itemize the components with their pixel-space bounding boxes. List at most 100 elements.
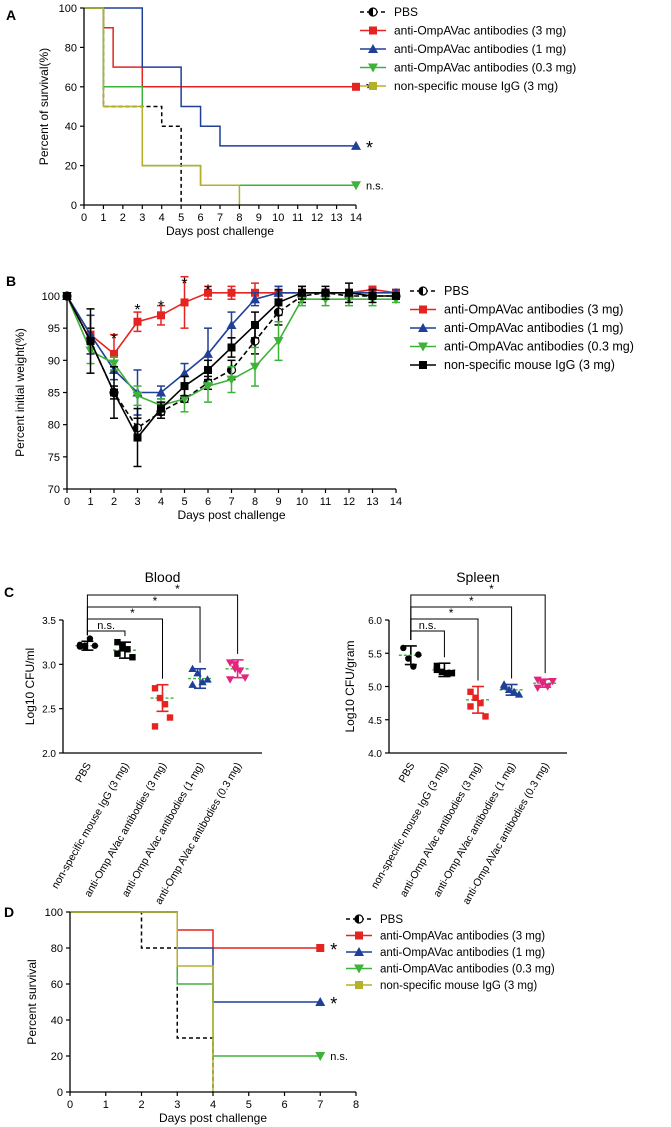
x-tick-label: 12 <box>311 212 323 224</box>
legend-label: anti-OmpAVac antibodies (0.3 mg) <box>444 340 634 354</box>
legend-marker <box>355 931 363 940</box>
legend-marker <box>418 342 428 352</box>
data-point <box>114 650 121 657</box>
weight-point <box>109 359 119 369</box>
x-tick-label: 6 <box>281 1099 287 1111</box>
legend-marker <box>354 947 364 956</box>
legend-label: PBS <box>380 914 403 926</box>
weight-point <box>204 288 212 297</box>
weight-point <box>204 365 212 374</box>
x-tick-label: 0 <box>67 1099 73 1111</box>
weight-point <box>180 382 189 391</box>
data-point <box>438 668 446 676</box>
panel-label: D <box>4 904 14 920</box>
legend-marker <box>419 361 427 369</box>
panel-label: B <box>6 273 16 289</box>
y-axis-title: Percent survival <box>25 959 39 1044</box>
x-tick-label: 9 <box>256 212 262 224</box>
legend-label: non-specific mouse IgG (3 mg) <box>394 79 558 93</box>
marker-circle-half-fill <box>251 337 255 346</box>
y-tick-label: 5.5 <box>368 649 382 660</box>
y-tick-label: 4.0 <box>368 749 382 760</box>
y-tick-label: 40 <box>65 121 77 133</box>
significance-star: * <box>205 283 211 300</box>
data-point <box>433 662 441 670</box>
significance-label: * <box>130 606 135 620</box>
weight-point <box>250 294 260 304</box>
weight-point <box>110 349 118 358</box>
legend-label: anti-OmpAVac antibodies (0.3 mg) <box>380 964 555 976</box>
x-tick-label: 5 <box>246 1099 252 1111</box>
significance-label: * <box>366 138 373 158</box>
survival-line <box>84 7 356 147</box>
weight-point <box>226 319 237 329</box>
y-tick-label: 0 <box>71 200 77 212</box>
x-tick-label: 3 <box>139 212 145 224</box>
significance-label: * <box>469 594 474 608</box>
data-point <box>499 680 509 688</box>
x-tick-label: 0 <box>64 496 70 508</box>
legend-marker <box>419 305 427 314</box>
panel-D: D * * n.s. 0 20 40 60 80 100 0 1 2 3 4 5 6 7 8 Days post ch… <box>4 904 555 1125</box>
significance-bracket <box>410 618 479 681</box>
data-point <box>240 674 250 682</box>
y-tick-label: 3.0 <box>42 660 56 671</box>
data-point <box>533 676 542 685</box>
legend-label: anti-OmpAVac antibodies (3 mg) <box>444 303 623 317</box>
survival-end-marker <box>315 997 326 1006</box>
legend-marker <box>368 63 378 73</box>
significance-label: * <box>330 940 337 960</box>
data-point <box>129 654 136 661</box>
data-point <box>119 645 126 652</box>
significance-label: * <box>330 994 337 1014</box>
significance-label: n.s. <box>97 620 115 632</box>
survival-line <box>70 911 321 1057</box>
data-point <box>533 684 542 693</box>
survival-end-marker <box>316 944 325 952</box>
weight-point <box>368 292 377 300</box>
data-point <box>433 666 441 674</box>
x-tick-label: 3 <box>174 1099 180 1111</box>
legend-label: anti-OmpAVac antibodies (3 mg) <box>380 931 545 943</box>
legend-label: non-specific mouse IgG (3 mg) <box>444 358 615 372</box>
marker-circle-half-fill <box>369 8 373 16</box>
x-tick-label: 1 <box>103 1099 109 1111</box>
survival-line <box>84 7 241 205</box>
y-tick-label: 6.0 <box>368 616 382 627</box>
weight-point <box>86 337 95 346</box>
y-tick-label: 80 <box>65 42 77 54</box>
data-point <box>443 670 451 677</box>
data-point <box>156 694 164 702</box>
data-point <box>230 661 240 669</box>
weight-point <box>273 337 284 347</box>
y-tick-label: 100 <box>42 291 60 303</box>
data-point <box>467 703 474 710</box>
x-tick-label: 1 <box>100 212 106 224</box>
legend-marker <box>418 323 428 332</box>
data-point <box>86 635 94 642</box>
marker-circle-half-fill <box>227 365 232 374</box>
y-tick-label: 60 <box>51 979 63 991</box>
legend-label: non-specific mouse IgG (3 mg) <box>380 980 537 992</box>
marker-circle-half-fill <box>355 915 359 923</box>
significance-label: n.s. <box>366 180 384 192</box>
significance-label: * <box>175 582 180 596</box>
legend-label: PBS <box>444 284 469 298</box>
data-point <box>509 687 519 696</box>
y-axis-title: Percent initial weight(%) <box>13 328 27 457</box>
x-tick-label: 8 <box>236 212 242 224</box>
significance-star: * <box>134 302 140 319</box>
category-label: PBS <box>397 761 418 785</box>
y-tick-label: 90 <box>48 355 60 367</box>
significance-label: n.s. <box>330 1051 348 1063</box>
data-point <box>410 663 417 670</box>
legend-marker <box>369 26 377 35</box>
data-point <box>166 714 174 721</box>
y-tick-label: 80 <box>51 943 63 955</box>
panel-label: C <box>4 584 14 600</box>
y-tick-label: 40 <box>51 1015 63 1027</box>
weight-point <box>298 288 306 297</box>
y-tick-label: 70 <box>48 484 60 496</box>
weight-point <box>345 288 353 297</box>
